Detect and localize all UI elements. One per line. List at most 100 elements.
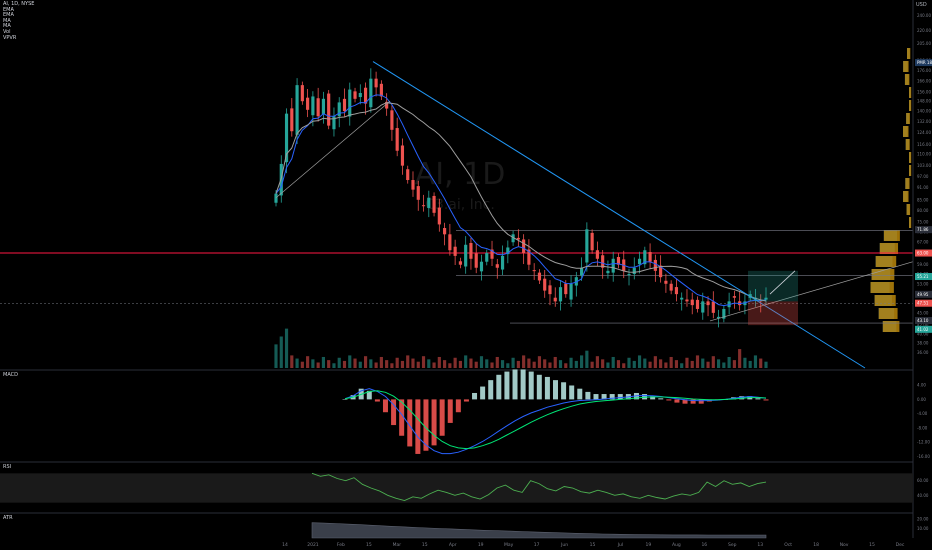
indicator-vpvr[interactable]: VPVR — [3, 34, 17, 41]
candle-body — [569, 283, 573, 300]
moving-averages — [275, 94, 767, 307]
price-tick: 85.00 — [917, 197, 929, 202]
volume-bar — [353, 358, 357, 368]
volume-bar — [648, 361, 652, 368]
time-tick: 19 — [478, 542, 484, 548]
vp-row-down — [909, 165, 912, 176]
volume-bar — [580, 355, 584, 368]
volume-bar — [274, 344, 278, 368]
candle-body — [311, 96, 315, 116]
volume-bar — [548, 362, 552, 368]
indicator-vol[interactable]: Vol — [3, 28, 11, 35]
vp-row-down — [904, 74, 910, 85]
macd-histogram-bar — [415, 399, 421, 454]
candle-body — [717, 316, 721, 319]
volume-bar — [311, 359, 315, 368]
price-label-bg — [915, 325, 932, 333]
drawings[interactable] — [275, 61, 914, 369]
candle-body — [353, 91, 357, 99]
candle-body — [543, 278, 547, 291]
candle-body — [316, 98, 320, 117]
macd-label[interactable]: MACD — [3, 372, 18, 378]
time-tick: 15 — [869, 542, 875, 548]
macd-histogram-bar — [423, 399, 429, 451]
candle-body — [379, 83, 383, 97]
candle-body — [385, 101, 389, 109]
candle-body — [685, 299, 689, 302]
candle-body — [374, 78, 378, 88]
symbol-label[interactable]: AI, 1D, NYSE — [3, 1, 35, 7]
indicator-ema-1[interactable]: EMA — [3, 6, 14, 13]
indicator-ma-2[interactable]: MA — [3, 23, 11, 30]
volume-bar — [527, 358, 531, 368]
candle-body — [369, 78, 373, 108]
rsi-label[interactable]: RSI — [3, 464, 12, 470]
price-label: 41.02 — [917, 327, 929, 332]
volume-bar — [379, 356, 383, 368]
candle-body — [632, 267, 636, 274]
candle-body — [522, 239, 526, 254]
volume-bar — [432, 362, 436, 368]
macd-histogram-bar — [447, 399, 453, 423]
volume-bar — [395, 357, 399, 368]
candle-body — [574, 277, 578, 286]
indicator-ma-1[interactable]: MA — [3, 17, 11, 24]
volume-bar — [711, 356, 715, 368]
candle-body — [680, 297, 684, 300]
time-tick: 13 — [757, 542, 763, 548]
candle-body — [469, 243, 473, 259]
candle-body — [611, 258, 615, 273]
time-tick: Jul — [617, 542, 623, 548]
indicator-ema-2[interactable]: EMA — [3, 12, 14, 19]
volume-bar — [748, 360, 752, 368]
price-tick: 36.00 — [917, 350, 929, 355]
price-label: 71.86 — [917, 227, 929, 232]
macd-histogram-bar — [585, 391, 591, 400]
volume-bar — [574, 360, 578, 368]
candle-body — [306, 97, 310, 110]
volume-bars — [274, 328, 768, 368]
candle-body — [616, 257, 621, 265]
volume-bar — [585, 350, 589, 368]
price-label-bg — [915, 249, 932, 257]
candle-body — [590, 232, 594, 251]
rsi-tick: 60.00 — [917, 478, 929, 483]
time-tick: 18 — [813, 542, 819, 548]
volume-bar — [595, 356, 599, 368]
macd-histogram-bar — [617, 394, 623, 400]
ema-line — [275, 94, 767, 307]
volume-bar — [759, 358, 763, 368]
macd-tick: 0.00 — [917, 397, 926, 402]
vp-row-down — [907, 48, 911, 59]
volume-bar — [543, 359, 547, 368]
candle-body — [564, 283, 568, 295]
candle-body — [511, 234, 515, 243]
macd-pane: 4.00 0.00 -4.00 -8.00 -12.00 -16.00 — [342, 369, 930, 459]
candle-body — [427, 197, 431, 208]
candle-body — [464, 244, 468, 267]
volume-bar — [706, 361, 710, 368]
vp-row-down — [903, 126, 909, 137]
volume-bar — [306, 356, 310, 368]
candle-body — [295, 85, 299, 135]
vp-row-down — [909, 152, 912, 163]
watermark-symbol: AI, 1D — [415, 157, 506, 192]
atr-label[interactable]: ATR — [3, 515, 13, 521]
candle-body — [406, 169, 410, 181]
macd-histogram-bar — [593, 394, 599, 400]
price-label: 55.21 — [917, 274, 929, 279]
price-tick: 176.00 — [917, 68, 931, 73]
volume-bar — [348, 355, 352, 368]
vp-row-down — [906, 204, 911, 215]
price-tick: 40.00 — [917, 331, 929, 336]
macd-histogram-bar — [609, 394, 615, 400]
price-tick: 166.00 — [917, 78, 931, 83]
time-tick: Dec — [896, 542, 905, 548]
volume-bar — [406, 355, 410, 368]
time-tick: Nov — [840, 542, 849, 548]
volume-bar — [727, 356, 731, 368]
rsi-line — [311, 472, 767, 501]
macd-histogram-bar — [455, 399, 461, 413]
price-label: 49.95 — [917, 292, 929, 297]
